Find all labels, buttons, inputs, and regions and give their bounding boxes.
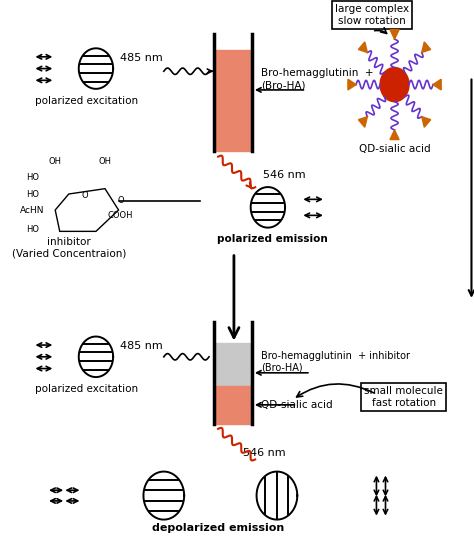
Bar xyxy=(214,344,252,386)
Text: 485 nm: 485 nm xyxy=(120,341,163,351)
Text: QD-sialic acid: QD-sialic acid xyxy=(261,400,333,410)
Text: OH: OH xyxy=(99,157,111,166)
Polygon shape xyxy=(390,130,399,140)
Polygon shape xyxy=(358,117,367,127)
Text: polarized excitation: polarized excitation xyxy=(36,96,138,106)
Text: COOH: COOH xyxy=(107,211,133,220)
Text: polarized excitation: polarized excitation xyxy=(36,384,138,394)
Circle shape xyxy=(380,68,409,101)
Text: HO: HO xyxy=(26,224,39,234)
Text: small molecule
fast rotation: small molecule fast rotation xyxy=(364,386,443,408)
Bar xyxy=(214,386,252,424)
Text: OH: OH xyxy=(49,157,62,166)
Text: O: O xyxy=(82,191,88,200)
Text: QD-sialic acid: QD-sialic acid xyxy=(359,143,430,154)
Text: Bro-hemagglutinin  + inhibitor
(Bro-HA): Bro-hemagglutinin + inhibitor (Bro-HA) xyxy=(261,351,410,373)
Bar xyxy=(214,50,252,151)
Polygon shape xyxy=(422,42,431,53)
Text: HO: HO xyxy=(26,173,39,183)
Text: 546 nm: 546 nm xyxy=(243,448,286,458)
Text: polarized emission: polarized emission xyxy=(217,234,328,244)
Polygon shape xyxy=(348,79,356,90)
Text: 485 nm: 485 nm xyxy=(120,53,163,63)
Text: AcHN: AcHN xyxy=(20,206,45,214)
Polygon shape xyxy=(433,79,441,90)
Text: 546 nm: 546 nm xyxy=(264,170,306,180)
Text: Bro-hemagglutinin  +
(Bro-HA): Bro-hemagglutinin + (Bro-HA) xyxy=(261,68,374,90)
Text: large complex
slow rotation: large complex slow rotation xyxy=(335,4,409,26)
Text: HO: HO xyxy=(26,190,39,199)
Polygon shape xyxy=(358,42,367,53)
Polygon shape xyxy=(422,117,431,127)
Text: O: O xyxy=(118,197,124,206)
Text: inhibitor
(Varied Concentraion): inhibitor (Varied Concentraion) xyxy=(11,237,126,258)
Text: depolarized emission: depolarized emission xyxy=(152,523,284,533)
Polygon shape xyxy=(390,30,399,39)
